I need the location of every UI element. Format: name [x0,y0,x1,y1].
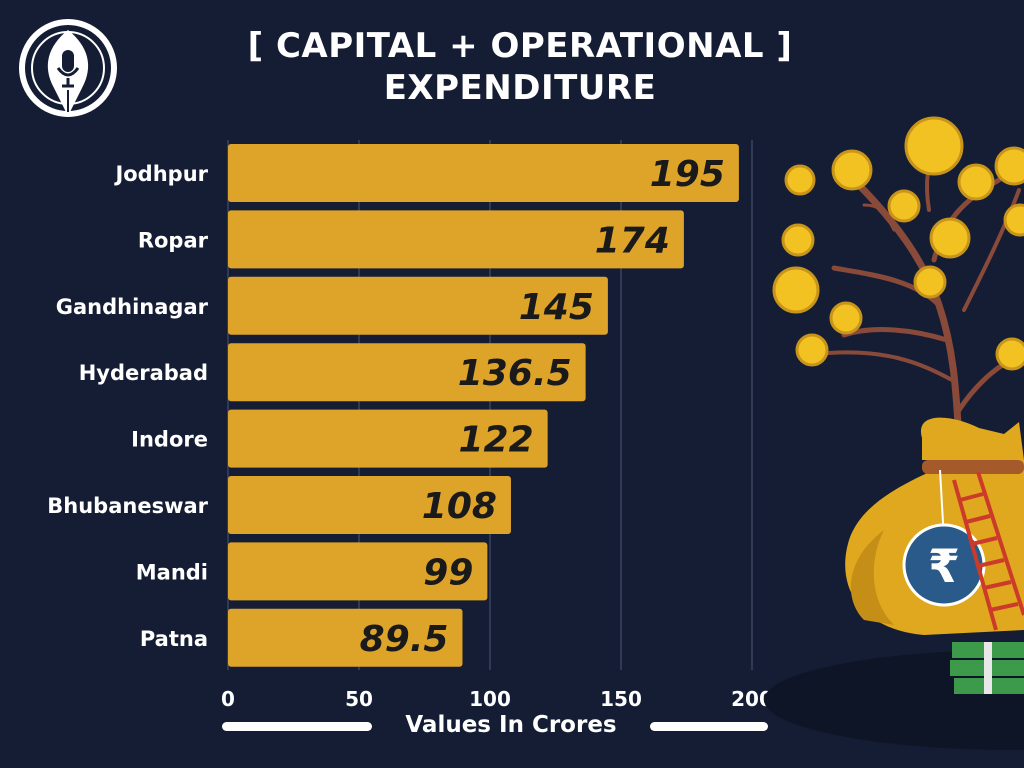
category-label: Jodhpur [113,162,208,186]
x-tick-label: 50 [345,687,373,711]
x-axis-ticks: 0 50 100 150 200 [221,687,773,711]
category-label: Patna [140,627,208,651]
bar [228,542,488,601]
bar [228,476,511,534]
bar [228,210,684,269]
x-tick-label: 0 [221,687,235,711]
value-label: 122 [458,420,533,461]
value-label: 89.5 [360,619,449,660]
category-label: Bhubaneswar [47,494,208,518]
value-label: 195 [650,154,725,195]
category-labels: Jodhpur Ropar Gandhinagar Hyderabad Indore Bh… [47,162,208,651]
bar [228,343,586,402]
bar [228,608,463,667]
category-label: Gandhinagar [56,295,209,319]
pen-nib-microphone-logo-icon [19,19,117,117]
x-axis-label-decor-left [222,722,372,731]
value-label: 99 [423,552,473,593]
value-label: 174 [595,220,670,261]
category-label: Mandi [136,560,208,584]
svg-text:₹: ₹ [928,539,960,593]
rupee-money-tree-bag-icon: ₹ [764,116,1024,750]
category-label: Ropar [138,228,209,252]
value-label: 136.5 [458,353,572,394]
x-axis-label-decor-right [650,722,768,731]
x-tick-label: 150 [600,687,642,711]
chart-title-line-2: EXPENDITURE [383,68,657,108]
x-tick-label: 100 [469,687,511,711]
value-label: 108 [422,486,497,527]
category-label: Hyderabad [79,361,208,385]
bar [228,409,548,468]
bar [228,276,608,335]
x-axis-label: Values In Crores [405,712,617,738]
value-label: 145 [519,287,594,328]
category-label: Indore [131,428,208,452]
chart-title-line-1: [ CAPITAL + OPERATIONAL ] [247,26,793,66]
bar [228,144,739,202]
